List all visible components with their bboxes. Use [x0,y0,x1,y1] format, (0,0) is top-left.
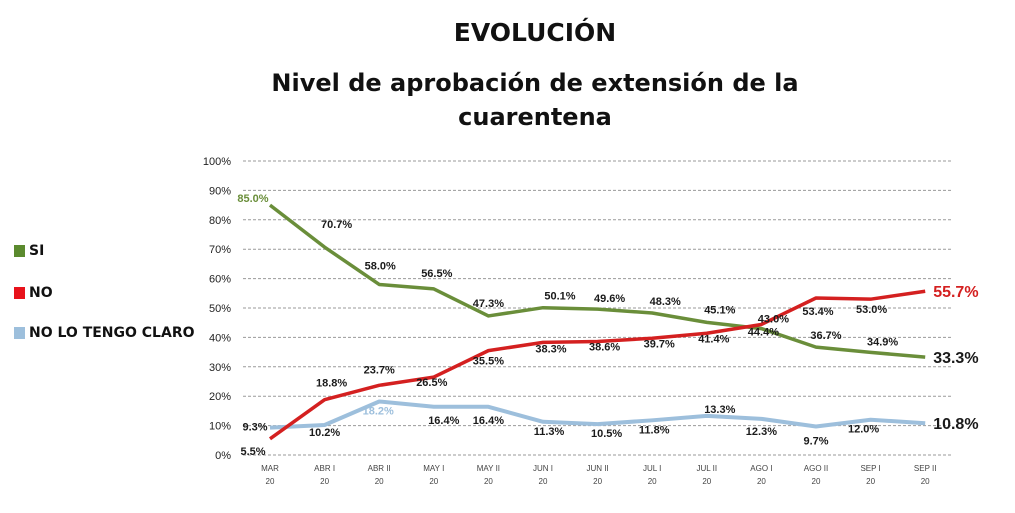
data-label: 34.9% [867,336,898,348]
x-tick-label-year: 20 [266,477,275,486]
x-tick-label: MAY I [423,464,444,473]
data-label: 13.3% [704,404,735,416]
data-label: 10.8% [933,416,978,433]
data-label: 35.5% [473,356,504,368]
legend-swatch-no [14,287,25,299]
data-label: 44.4% [748,326,779,338]
x-tick-label: JUN I [533,464,553,473]
data-label: 23.7% [364,364,395,376]
x-tick-label-year: 20 [593,477,602,486]
data-label: 58.0% [365,260,396,272]
y-tick-label: 0% [215,450,231,462]
data-label: 38.3% [535,343,566,355]
y-tick-label: 20% [209,391,231,403]
x-tick-label-year: 20 [702,477,711,486]
data-label: 12.0% [848,424,879,436]
data-label: 48.3% [650,296,681,308]
legend-swatch-no-lo-tengo-claro [14,327,25,339]
data-label: 39.7% [644,338,675,350]
y-tick-label: 60% [209,274,231,286]
x-tick-label: SEP I [860,464,880,473]
data-label: 33.3% [933,350,978,367]
data-label: 5.5% [240,446,265,458]
x-tick-label-year: 20 [648,477,657,486]
x-tick-label-year: 20 [320,477,329,486]
data-label: 10.2% [309,427,340,439]
x-tick-label: MAR [261,464,279,473]
x-tick-label: ABR I [314,464,335,473]
x-tick-label-year: 20 [375,477,384,486]
series-line-no-lo-tengo-claro [269,399,926,430]
x-tick-label: AGO II [804,464,828,473]
data-label: 11.3% [534,426,565,438]
y-tick-label: 10% [209,421,231,433]
x-tick-label-year: 20 [484,477,493,486]
legend-swatch-si [14,245,25,257]
data-label: 50.1% [544,291,575,303]
x-tick-label-year: 20 [757,477,766,486]
data-label: 9.7% [803,435,828,447]
x-tick-label: MAY II [477,464,500,473]
y-tick-label: 40% [209,332,231,344]
x-tick-label: AGO I [750,464,772,473]
x-tick-label: JUL I [643,464,661,473]
data-label: 53.0% [856,304,887,316]
data-label: 47.3% [473,298,504,310]
x-tick-label-year: 20 [866,477,875,486]
legend-item-no-lo-tengo-claro: NO LO TENGO CLARO [14,325,195,341]
series-line-no [268,289,926,441]
data-label: 16.4% [428,415,459,427]
data-label: 18.2% [363,405,394,417]
data-label: 85.0% [237,193,268,205]
y-tick-label: 50% [209,303,231,315]
legend-item-si: SI [14,243,44,259]
x-tick-label: JUL II [696,464,717,473]
legend-item-no: NO [14,285,53,301]
data-label: 9.3% [242,422,267,434]
chart-subtitle-line2: cuarentena [458,103,612,131]
x-tick-label-year: 20 [429,477,438,486]
chart-subtitle-line1: Nivel de aprobación de extensión de la [271,69,799,97]
x-tick-label: SEP II [914,464,937,473]
data-label: 55.7% [933,284,978,301]
x-tick-label: ABR II [368,464,391,473]
x-tick-label-year: 20 [812,477,821,486]
data-label: 38.6% [589,342,620,354]
x-tick-label-year: 20 [921,477,930,486]
x-tick-label-year: 20 [539,477,548,486]
data-label: 10.5% [591,428,622,440]
data-label: 70.7% [321,219,352,231]
data-label: 45.1% [704,304,735,316]
x-tick-label: JUN II [586,464,608,473]
data-label: 43.0% [758,314,789,326]
y-tick-label: 70% [209,244,231,256]
data-label: 56.5% [421,268,452,280]
data-label: 12.3% [746,426,777,438]
y-tick-label: 100% [203,156,231,168]
y-tick-label: 90% [209,185,231,197]
data-label: 11.8% [639,424,670,436]
legend-label-si: SI [29,243,45,259]
chart-title: EVOLUCIÓN [453,18,617,47]
legend-label-no-lo-tengo-claro: NO LO TENGO CLARO [29,325,195,341]
chart-subtitle: Nivel de aprobación de extensión de la c… [0,66,1015,134]
data-label: 41.4% [698,333,729,345]
data-label: 26.5% [416,377,447,389]
y-tick-label: 30% [209,362,231,374]
series-line-si [268,203,926,359]
data-label: 18.8% [316,378,347,390]
data-label: 16.4% [473,415,504,427]
legend-label-no: NO [29,285,53,301]
y-tick-label: 80% [209,215,231,227]
data-label: 53.4% [802,306,833,318]
data-label: 36.7% [810,330,841,342]
data-label: 49.6% [594,293,625,305]
